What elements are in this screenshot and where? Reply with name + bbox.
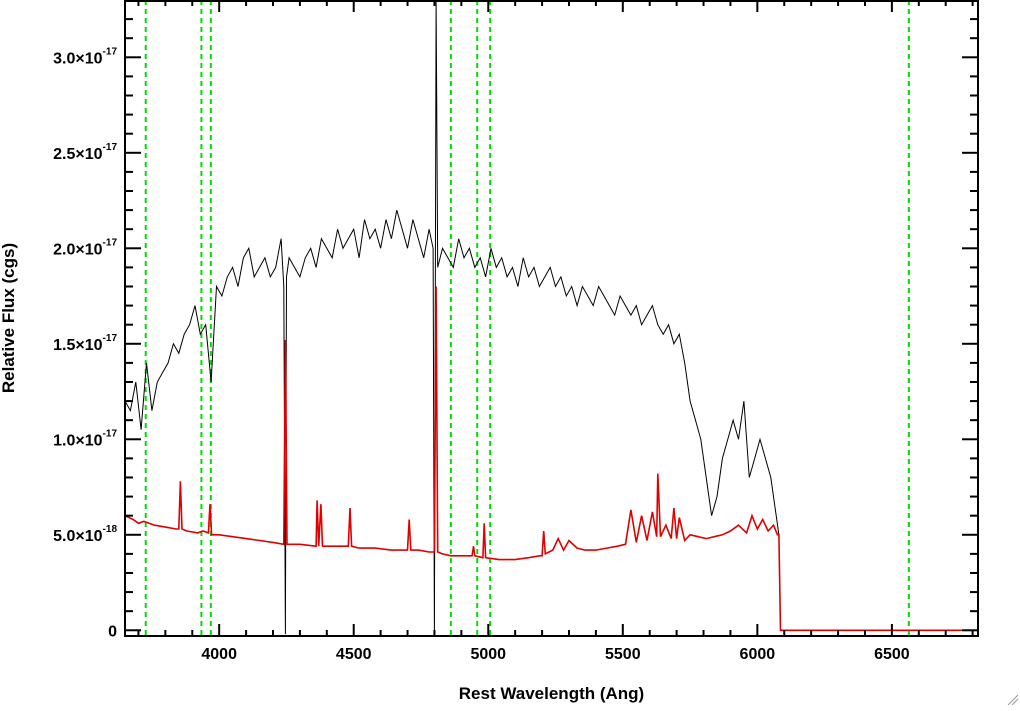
x-tick-label: 6000 bbox=[740, 646, 776, 663]
y-tick-labels: 0 5.0×10-18 1.0×10-17 1.5×10-17 2.0×10-17 2.5… bbox=[53, 46, 117, 640]
y-tick-label: 1.0×10-17 bbox=[53, 428, 117, 449]
observed-spectrum-line bbox=[124, 0, 780, 635]
plot-frame bbox=[124, 0, 979, 637]
axis-ticks bbox=[125, 0, 978, 636]
y-tick-label: 2.5×10-17 bbox=[53, 142, 117, 163]
emission-line-markers bbox=[144, 0, 910, 636]
y-tick-label: 1.5×10-17 bbox=[53, 333, 117, 354]
model-spectrum-line bbox=[124, 286, 978, 632]
y-tick-label: 2.0×10-17 bbox=[53, 237, 117, 258]
resize-grip-icon bbox=[1007, 694, 1019, 706]
x-tick-label: 6500 bbox=[874, 646, 910, 663]
x-axis-title: Rest Wavelength (Ang) bbox=[459, 684, 644, 703]
y-tick-label: 3.0×10-17 bbox=[53, 46, 117, 67]
y-tick-label: 0 bbox=[108, 623, 117, 640]
spectrum-series bbox=[124, 0, 978, 635]
x-tick-label: 5000 bbox=[470, 646, 506, 663]
x-tick-label: 5500 bbox=[605, 646, 641, 663]
x-tick-labels: 4000 4500 5000 5500 6000 6500 bbox=[201, 646, 909, 663]
y-tick-label: 5.0×10-18 bbox=[53, 524, 117, 545]
x-tick-label: 4500 bbox=[336, 646, 372, 663]
x-tick-label: 4000 bbox=[201, 646, 237, 663]
y-axis-title: Relative Flux (cgs) bbox=[0, 243, 18, 393]
